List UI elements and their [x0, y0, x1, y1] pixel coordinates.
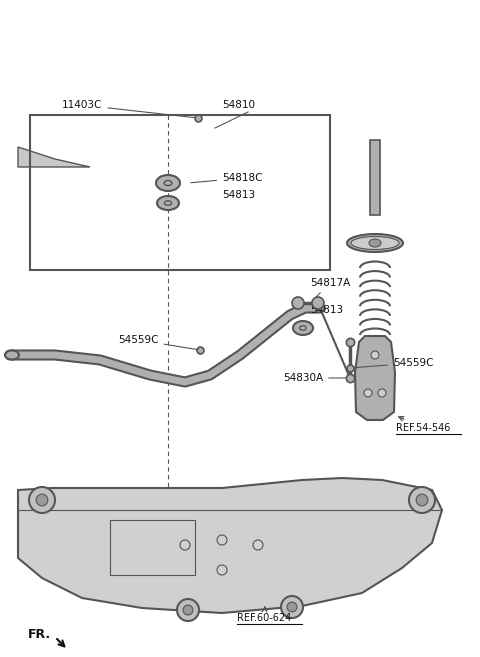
Circle shape: [364, 389, 372, 397]
Bar: [370, 140, 380, 215]
Ellipse shape: [293, 321, 313, 335]
Circle shape: [36, 494, 48, 506]
Text: 54830A: 54830A: [283, 373, 347, 383]
Circle shape: [371, 351, 379, 359]
Circle shape: [281, 596, 303, 618]
Text: 54817A: 54817A: [310, 278, 350, 301]
Text: 54810: 54810: [222, 100, 255, 110]
Bar: [30, 115, 330, 270]
Ellipse shape: [369, 239, 381, 247]
Ellipse shape: [5, 350, 19, 359]
Text: 54559C: 54559C: [118, 335, 197, 350]
Circle shape: [416, 494, 428, 506]
Text: REF.54-546: REF.54-546: [396, 417, 450, 433]
Polygon shape: [355, 336, 395, 420]
Circle shape: [312, 297, 324, 309]
Text: 54813: 54813: [222, 190, 255, 200]
Ellipse shape: [156, 175, 180, 191]
Ellipse shape: [347, 234, 403, 252]
Text: 11403C: 11403C: [62, 100, 195, 118]
Circle shape: [29, 487, 55, 513]
Ellipse shape: [157, 196, 179, 210]
Circle shape: [183, 605, 193, 615]
Text: 54813: 54813: [310, 305, 343, 315]
Text: REF.60-624: REF.60-624: [237, 607, 291, 623]
Circle shape: [409, 487, 435, 513]
Bar: [110, 520, 195, 575]
Text: 54818C: 54818C: [191, 173, 263, 183]
Circle shape: [378, 389, 386, 397]
Polygon shape: [18, 147, 90, 167]
Polygon shape: [18, 478, 442, 613]
Circle shape: [292, 297, 304, 309]
Text: 54559C: 54559C: [353, 358, 433, 368]
Circle shape: [177, 599, 199, 621]
Text: FR.: FR.: [28, 628, 51, 641]
Ellipse shape: [351, 237, 399, 250]
Circle shape: [287, 602, 297, 612]
